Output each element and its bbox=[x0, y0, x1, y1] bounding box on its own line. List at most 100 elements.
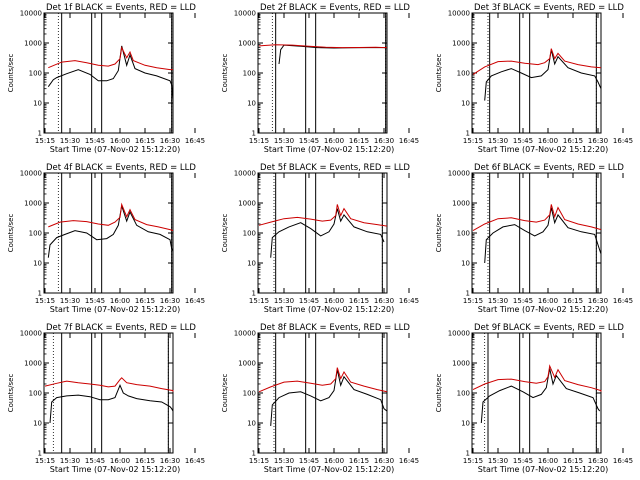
x-tick-label: 16:30 bbox=[588, 297, 608, 305]
panel-det-2f: Det 2f BLACK = Events, RED = LLD 1 10 100 10… bbox=[221, 3, 419, 154]
x-tick-label: 16:00 bbox=[324, 457, 344, 465]
y-tick-label: 100 bbox=[29, 230, 42, 238]
x-tick-label: 16:15 bbox=[563, 457, 583, 465]
plot-frame bbox=[43, 12, 174, 134]
y-tick-label: 1000 bbox=[238, 200, 256, 208]
panel-det-4f: Det 4f BLACK = Events, RED = LLD 1 10 100 10… bbox=[7, 163, 205, 314]
y-tick-label: 1000 bbox=[24, 360, 42, 368]
x-tick-label: 15:30 bbox=[60, 297, 80, 305]
y-tick-label: 1 bbox=[252, 290, 256, 298]
y-tick-label: 1 bbox=[466, 450, 470, 458]
x-tick-label: 16:15 bbox=[349, 297, 369, 305]
y-axis-title: Counts/sec bbox=[221, 54, 229, 93]
series-events-line bbox=[270, 208, 385, 258]
x-tick-label: 16:00 bbox=[110, 457, 130, 465]
x-tick-label: 15:15 bbox=[463, 457, 483, 465]
x-tick-label: 16:30 bbox=[374, 457, 394, 465]
x-tick-label: 15:45 bbox=[513, 297, 533, 305]
y-tick-label: 1000 bbox=[452, 360, 470, 368]
y-tick-label: 10 bbox=[247, 100, 256, 108]
y-tick-label: 1 bbox=[38, 450, 42, 458]
plot-frame bbox=[257, 332, 388, 454]
x-tick-label: 15:45 bbox=[513, 457, 533, 465]
x-axis-title: Start Time (07-Nov-02 15:12:20) bbox=[264, 305, 394, 314]
panel-det-8f: Det 8f BLACK = Events, RED = LLD 1 10 100 10… bbox=[221, 323, 419, 474]
x-tick-label: 16:45 bbox=[399, 457, 419, 465]
x-tick-label: 16:45 bbox=[185, 297, 205, 305]
y-tick-label: 100 bbox=[243, 390, 256, 398]
x-tick-label: 15:30 bbox=[488, 137, 508, 145]
y-tick-label: 1 bbox=[466, 290, 470, 298]
y-axis-title: Counts/sec bbox=[221, 374, 229, 413]
x-tick-label: 16:45 bbox=[185, 457, 205, 465]
y-axis-title: Counts/sec bbox=[7, 214, 15, 253]
x-tick-label: 15:15 bbox=[35, 297, 55, 305]
x-tick-label: 15:45 bbox=[299, 297, 319, 305]
panel-title: Det 1f BLACK = Events, RED = LLD bbox=[46, 3, 196, 13]
series-events-line bbox=[49, 384, 174, 424]
x-tick-label: 15:45 bbox=[299, 457, 319, 465]
x-axis-title: Start Time (07-Nov-02 15:12:20) bbox=[264, 145, 394, 154]
y-tick-label: 100 bbox=[243, 230, 256, 238]
x-tick-label: 16:00 bbox=[110, 137, 130, 145]
series-lld-line bbox=[48, 202, 174, 232]
x-tick-label: 16:30 bbox=[160, 137, 180, 145]
y-tick-label: 100 bbox=[457, 230, 470, 238]
y-tick-label: 1000 bbox=[452, 200, 470, 208]
y-tick-label: 10 bbox=[461, 420, 470, 428]
panel-title: Det 2f BLACK = Events, RED = LLD bbox=[260, 3, 410, 13]
panel-title: Det 8f BLACK = Events, RED = LLD bbox=[260, 323, 410, 333]
panel-title: Det 4f BLACK = Events, RED = LLD bbox=[46, 163, 196, 173]
series-events-line bbox=[480, 368, 601, 424]
y-tick-label: 10 bbox=[461, 260, 470, 268]
series-events-line bbox=[47, 205, 174, 258]
x-tick-label: 16:00 bbox=[538, 297, 558, 305]
x-axis-title: Start Time (07-Nov-02 15:12:20) bbox=[50, 305, 180, 314]
x-tick-label: 15:30 bbox=[60, 457, 80, 465]
x-axis-title: Start Time (07-Nov-02 15:12:20) bbox=[478, 465, 608, 474]
y-tick-label: 100 bbox=[29, 390, 42, 398]
series-lld-line bbox=[44, 377, 174, 392]
y-tick-label: 1000 bbox=[452, 40, 470, 48]
y-tick-label: 10000 bbox=[448, 330, 470, 338]
series-events-line bbox=[484, 207, 602, 264]
x-tick-label: 15:30 bbox=[60, 137, 80, 145]
x-tick-label: 16:30 bbox=[588, 137, 608, 145]
series-lld-line bbox=[258, 44, 388, 49]
x-tick-label: 15:30 bbox=[488, 457, 508, 465]
plot-frame bbox=[471, 332, 602, 454]
x-tick-label: 15:15 bbox=[249, 137, 269, 145]
series-lld-line bbox=[472, 364, 602, 392]
y-tick-label: 10000 bbox=[20, 330, 42, 338]
y-tick-label: 1 bbox=[252, 130, 256, 138]
x-tick-label: 16:15 bbox=[135, 297, 155, 305]
y-tick-label: 100 bbox=[457, 390, 470, 398]
panel-title: Det 7f BLACK = Events, RED = LLD bbox=[46, 323, 196, 333]
series-lld-line bbox=[48, 45, 173, 71]
x-tick-label: 16:45 bbox=[613, 137, 633, 145]
x-tick-label: 16:00 bbox=[538, 457, 558, 465]
x-tick-label: 15:15 bbox=[463, 137, 483, 145]
y-tick-label: 10 bbox=[247, 420, 256, 428]
x-tick-label: 15:45 bbox=[85, 137, 105, 145]
y-tick-label: 100 bbox=[29, 70, 42, 78]
x-tick-label: 16:30 bbox=[160, 297, 180, 305]
series-lld-line bbox=[258, 367, 388, 393]
y-tick-label: 10000 bbox=[234, 330, 256, 338]
y-tick-label: 10 bbox=[33, 260, 42, 268]
x-tick-label: 16:45 bbox=[399, 297, 419, 305]
y-tick-label: 1 bbox=[38, 290, 42, 298]
panel-det-1f: Det 1f BLACK = Events, RED = LLD 1 10 100 10… bbox=[7, 3, 205, 154]
plot-frame bbox=[257, 12, 388, 134]
x-tick-label: 15:30 bbox=[274, 297, 294, 305]
series-events-line bbox=[47, 45, 174, 101]
x-tick-label: 15:15 bbox=[463, 297, 483, 305]
x-tick-label: 15:30 bbox=[488, 297, 508, 305]
series-events-line bbox=[278, 44, 388, 65]
y-tick-label: 10000 bbox=[20, 170, 42, 178]
x-tick-label: 15:15 bbox=[249, 457, 269, 465]
panel-det-7f: Det 7f BLACK = Events, RED = LLD 1 10 100 10… bbox=[7, 323, 205, 474]
x-tick-label: 16:15 bbox=[563, 137, 583, 145]
x-tick-label: 16:15 bbox=[563, 297, 583, 305]
panel-det-3f: Det 3f BLACK = Events, RED = LLD 1 10 100 10… bbox=[435, 3, 633, 154]
